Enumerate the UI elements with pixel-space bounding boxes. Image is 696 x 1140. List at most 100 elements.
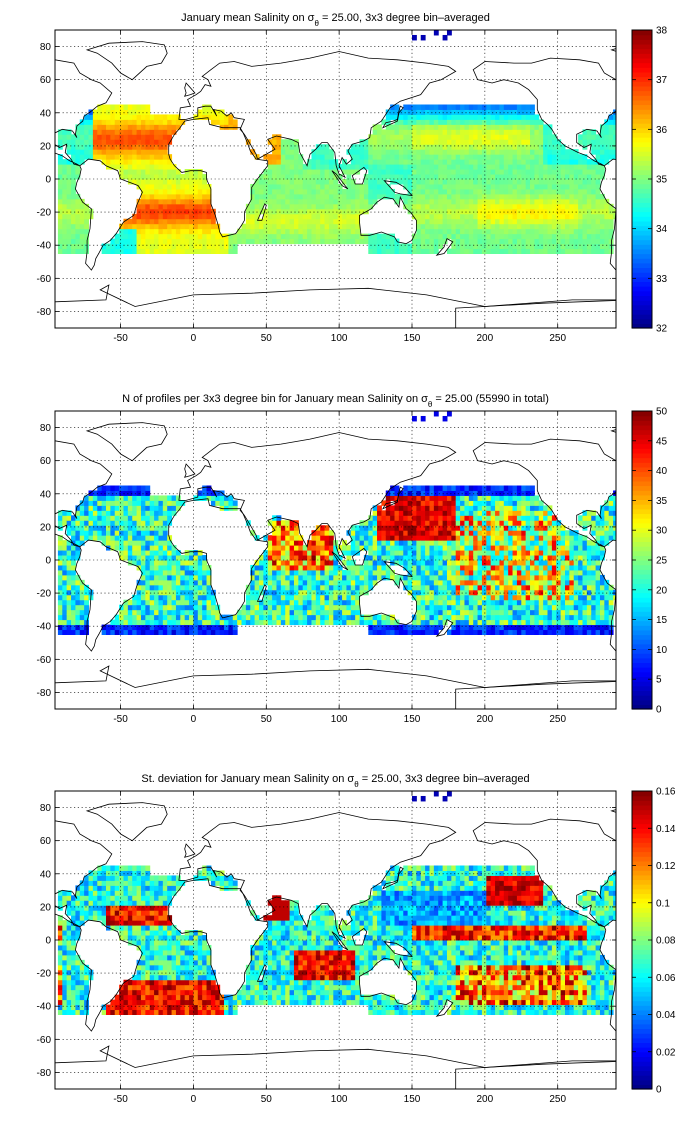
p0-cell [377, 193, 382, 200]
p1-cell [342, 604, 347, 611]
p1-cell [416, 485, 422, 491]
p1-cell [394, 515, 400, 521]
p1-cell [420, 569, 426, 576]
p0-cell [460, 233, 465, 240]
p0-cell [228, 114, 234, 120]
p0-cell [446, 188, 452, 195]
p0-cell [328, 233, 334, 240]
p1-cell [79, 540, 85, 546]
p0-cell [477, 134, 483, 140]
p1-cell [272, 579, 277, 586]
p0-cell [446, 198, 452, 205]
p0-cell [285, 139, 291, 145]
p1-cell [433, 500, 439, 506]
p1-cell [412, 555, 417, 561]
p0-cell [140, 139, 146, 145]
p1-cell [119, 520, 124, 526]
p1-cell [298, 619, 304, 626]
p1-cell [79, 614, 85, 621]
p1-cell [149, 599, 155, 606]
p0-cell [495, 238, 500, 245]
p0-cell [521, 119, 527, 125]
p0-cell [202, 233, 208, 240]
p0-cell [490, 134, 496, 140]
p0-cell [276, 228, 282, 235]
p1-cell [307, 614, 312, 621]
p1-cell [66, 624, 72, 631]
p1-cell [455, 520, 461, 526]
p0-cell [337, 164, 343, 170]
p0-cell [442, 193, 448, 200]
p1-cell [289, 545, 295, 551]
p1-cell [171, 604, 177, 611]
p0-colorbar-swatch [632, 258, 652, 264]
p0-cell [460, 193, 465, 200]
p1-cell [328, 579, 334, 586]
p0-cell [407, 109, 413, 115]
p0-cell [420, 134, 426, 140]
p1-cell [495, 579, 500, 586]
p1-cell [75, 550, 81, 556]
p0-cell [66, 144, 72, 150]
p1-cell [123, 550, 129, 556]
p0-cell [245, 238, 251, 245]
p1-cell [455, 555, 461, 561]
p0-cell [438, 104, 444, 110]
p0-cell [425, 109, 430, 115]
p1-cell [442, 604, 448, 611]
p0-cell [158, 149, 164, 155]
p0-cell [342, 218, 347, 225]
p0-cell [512, 134, 518, 140]
p0-cell [407, 154, 413, 160]
p0-cell [189, 248, 194, 254]
p0-cell [363, 193, 369, 200]
p1-cell [481, 599, 487, 606]
p0-cell [543, 238, 549, 245]
p1-cell [145, 604, 151, 611]
p1-cell [481, 594, 487, 601]
p0-cell [57, 139, 63, 145]
p0-cell [267, 238, 273, 245]
p0-cell [438, 129, 444, 135]
p0-cell [250, 233, 256, 240]
p1-cell [355, 540, 361, 546]
p0-cell [215, 109, 221, 115]
p1-cell [154, 515, 159, 521]
p0-cell [446, 174, 452, 180]
p0-cell [481, 179, 487, 185]
p0-cell [267, 218, 273, 225]
p0-cell [210, 119, 216, 125]
p1-cell [197, 614, 203, 621]
p0-cell [140, 203, 146, 210]
p1-cell [106, 629, 111, 635]
p1-cell [315, 619, 321, 626]
p0-cell [385, 154, 391, 160]
p0-cell [547, 238, 553, 245]
p0-cell [407, 248, 413, 254]
p1-cell [232, 629, 238, 635]
p0-cell [481, 134, 487, 140]
p0-cell [66, 179, 72, 185]
p1-cell [79, 510, 85, 516]
p0-cell [538, 149, 544, 155]
p0-cell [481, 129, 487, 135]
p0-cell [381, 174, 387, 180]
p1-cell [473, 485, 479, 491]
p0-colorbar-swatch [632, 211, 652, 217]
p0-cell [171, 208, 177, 215]
p0-cell [62, 223, 68, 230]
p1-cell [175, 500, 181, 506]
p1-cell [259, 609, 264, 616]
p0-cell [276, 164, 282, 170]
p0-cell [530, 179, 535, 185]
p1-heatmap-cells [57, 411, 616, 635]
p0-colorbar-swatch [632, 132, 652, 138]
p1-cell [403, 624, 409, 631]
p0-cell [429, 208, 435, 215]
p0-cell [477, 233, 483, 240]
p0-cell [136, 243, 142, 250]
p0-cell [569, 159, 575, 165]
p1-cell [425, 555, 430, 561]
p1-cell [438, 505, 444, 511]
p1-cell [272, 564, 277, 571]
